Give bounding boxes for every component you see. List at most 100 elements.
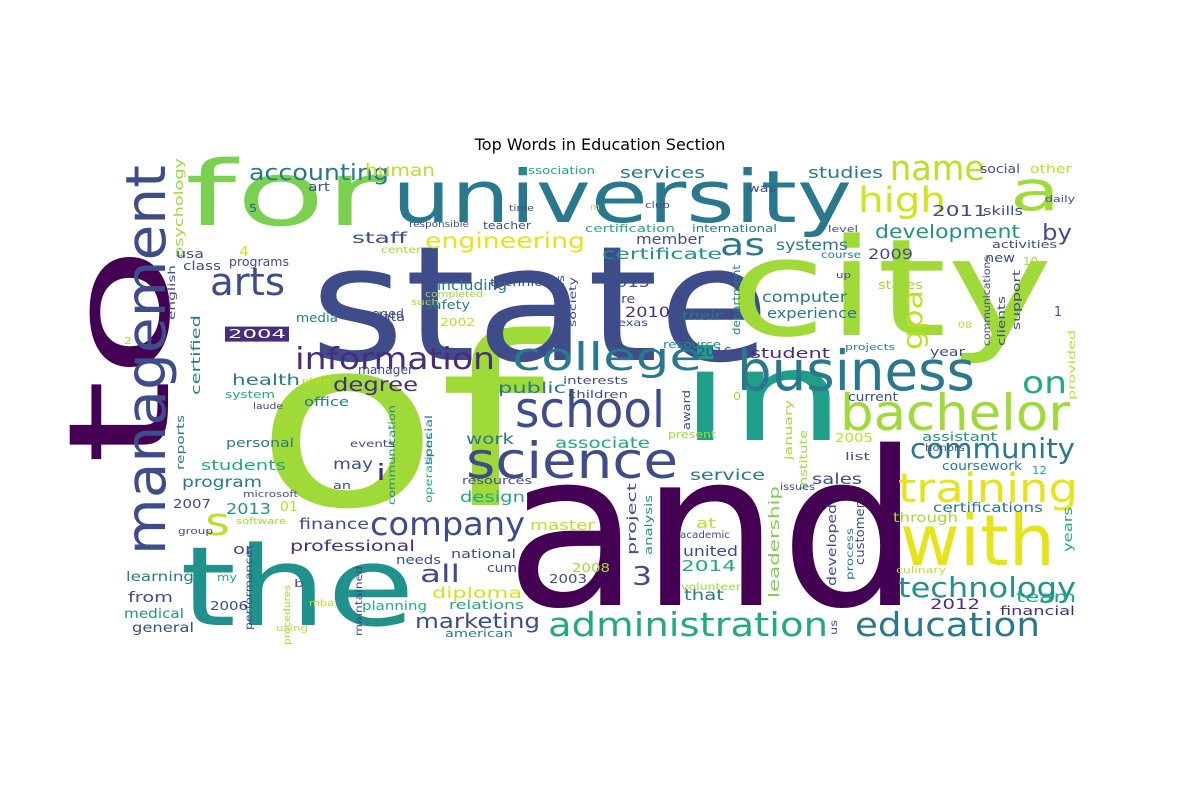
word-technical: technical [490,276,555,289]
word-degree: degree [333,374,418,396]
word-resources: resources [462,474,532,487]
word-with: with [900,500,1055,582]
word-center: center [381,245,422,256]
word-award: award [680,390,693,430]
word-united: united [683,544,738,560]
word-projects: projects [845,343,895,353]
word-of: of [255,288,552,561]
word-i: i [376,461,386,486]
word-certifications: certifications [933,501,1043,516]
word-completed: completed [425,290,483,300]
word-2013: 2013 [226,500,271,518]
word-college: college [512,335,702,379]
word-assistant: assistant [922,430,997,444]
word-volunteer: volunteer [681,582,742,593]
word-2006: 2006 [210,599,248,613]
word-psychology: psychology [172,158,186,258]
word-managed: managed [344,307,404,321]
word-2011: 2011 [932,202,987,220]
word-children: children [568,388,628,401]
word-and: and [505,405,920,656]
word-teacher: teacher [483,219,532,232]
word-up: up [836,271,851,281]
word-usa: usa [176,247,204,261]
word-project: project [625,483,639,555]
word-may: may [333,455,373,473]
word-01: 01 [280,500,298,515]
word-certified: certified [189,315,203,395]
word-by: by [1042,221,1072,246]
word-human: human [365,161,435,181]
word-provided: provided [1067,330,1078,400]
word-development: development [875,221,1020,243]
word-all: all [420,560,460,588]
word-including: including [437,278,507,294]
word-learning: learning [126,570,194,585]
word-2008: 2008 [572,561,610,575]
word-operations: operations [424,433,435,503]
word-safety: safety [425,298,470,312]
word-as: as [720,228,765,263]
word-sales: sales [812,470,862,488]
word-information: information [295,342,495,377]
word-software: software [236,517,287,527]
word-name: name [890,149,985,189]
word-city: city [728,210,1053,367]
word-associate: associate [555,434,650,452]
word-affiliations: affiliations [554,275,567,347]
word-national: national [451,547,516,561]
word-analysis: analysis [642,495,655,555]
word-association: association [520,164,595,177]
word-their: their [682,309,722,323]
word-work: work [466,430,514,448]
word-new: new [985,251,1015,265]
word-experience: experience [767,306,857,322]
word-marketing: marketing [415,609,540,633]
word-engineering: engineering [425,229,585,253]
word-administration: administration [548,605,828,644]
word-communications: communications [982,256,993,346]
word-culinary: culinary [896,566,947,576]
word-at: at [696,516,717,532]
word-other: other [1030,162,1072,176]
word-financial: financial [1000,604,1075,618]
word-special: special [424,415,435,465]
word-2012: 2012 [930,597,980,613]
word-developed: developed [825,504,839,586]
word-years: years [1061,507,1075,552]
word-on: on [1022,366,1067,401]
word-a: a [1010,159,1060,223]
word-management: management [114,165,178,555]
word-such: such [411,298,439,308]
word-in: in [680,325,845,470]
word-an: an [333,479,351,492]
word-service: service [690,466,765,484]
word-using: using [276,624,308,634]
word-clients: clients [995,296,1008,346]
word-social: social [980,162,1020,176]
word-master: master [530,518,595,534]
word-technology: technology [898,571,1076,604]
word-2009: 2009 [868,247,913,263]
word-08: 08 [958,321,972,331]
word-list: list [845,450,871,463]
word-bachelor: bachelor [840,384,1070,442]
word-my: my [217,571,238,584]
word-or: or [233,542,253,558]
word-manager: manager [358,363,413,377]
word-medical: medical [124,607,184,622]
word-laude: laude [253,402,284,412]
word-business: business [737,339,975,403]
word-certificate: certificate [602,245,722,263]
word-health: health [232,371,300,389]
word-finance: finance [299,515,369,533]
word-resource: resource [663,338,721,351]
word-time: time [509,204,535,214]
word-design: design [460,488,525,506]
word-4: 4 [239,245,249,260]
word-1: 1 [1054,305,1062,320]
word-certification: certification [585,222,675,235]
word-from: from [128,590,173,606]
word-performance: performance [244,550,255,630]
